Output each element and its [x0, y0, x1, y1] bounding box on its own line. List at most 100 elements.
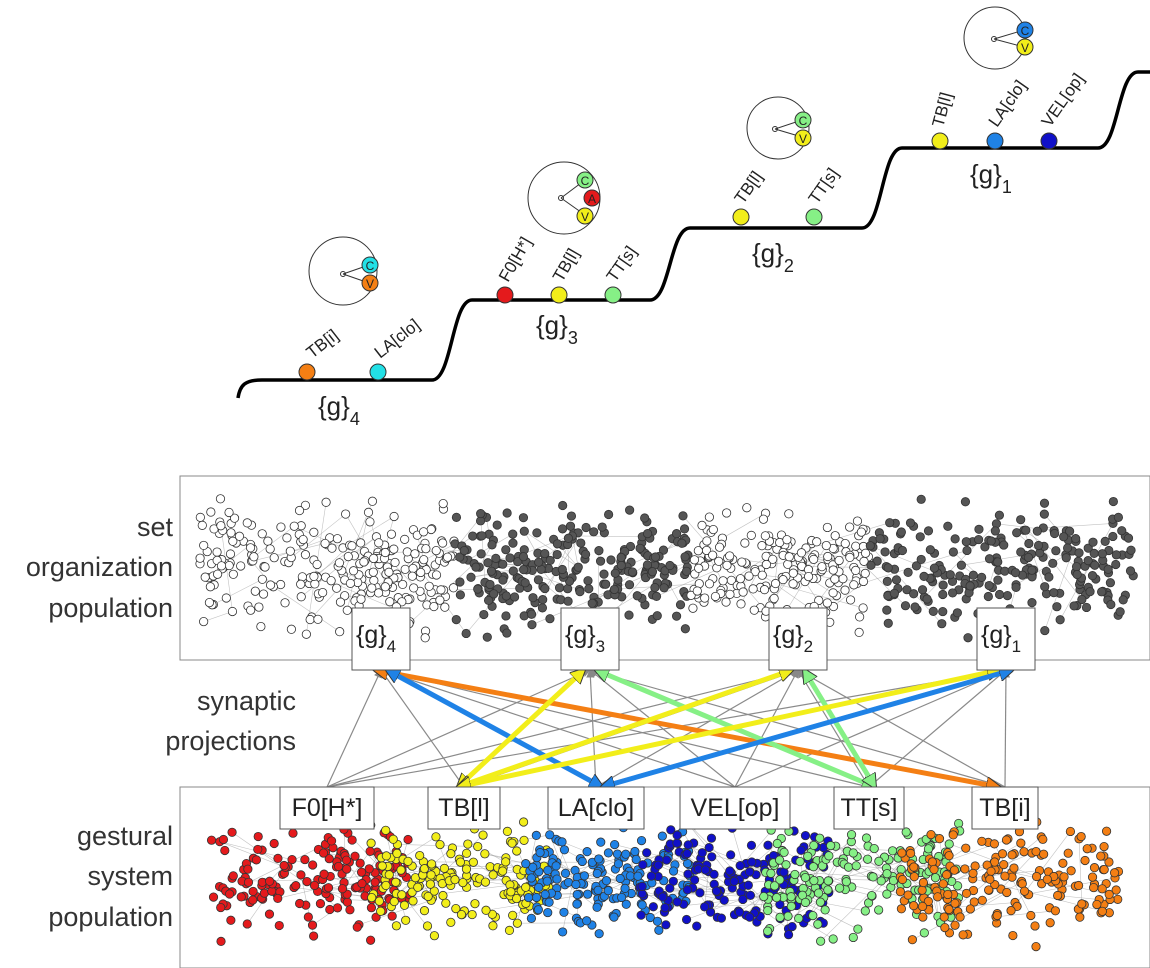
- network-edge: [524, 530, 579, 568]
- network-node: [258, 589, 269, 599]
- network-node: [592, 868, 602, 879]
- network-node: [1105, 578, 1116, 588]
- network-node: [1117, 526, 1127, 536]
- network-node: [700, 865, 711, 875]
- network-node: [543, 907, 553, 918]
- network-node: [822, 598, 832, 608]
- network-node: [746, 530, 756, 540]
- network-node: [922, 594, 932, 604]
- network-node: [371, 912, 381, 922]
- svg-text:C: C: [366, 259, 375, 273]
- network-node: [482, 632, 492, 642]
- network-node: [582, 847, 592, 857]
- gesture-label: TT[s]: [603, 243, 641, 286]
- network-node: [441, 898, 451, 908]
- network-node: [704, 842, 714, 853]
- network-node: [604, 509, 614, 520]
- network-node: [929, 563, 940, 573]
- network-node: [986, 866, 996, 876]
- network-node: [1001, 835, 1012, 845]
- network-node: [823, 551, 833, 562]
- network-node: [212, 569, 223, 579]
- network-node: [501, 545, 511, 555]
- network-edge: [540, 569, 569, 602]
- network-node: [498, 559, 508, 569]
- network-node: [508, 910, 518, 920]
- network-node: [845, 552, 855, 563]
- network-node: [636, 910, 646, 920]
- network-node: [719, 895, 729, 905]
- network-node: [1097, 906, 1107, 916]
- network-node: [933, 892, 943, 902]
- network-node: [944, 839, 954, 849]
- network-node: [883, 618, 893, 628]
- network-node: [384, 567, 394, 577]
- network-node: [658, 545, 669, 555]
- network-node: [341, 855, 352, 865]
- network-node: [783, 911, 793, 921]
- network-node: [208, 892, 219, 902]
- network-node: [583, 576, 593, 586]
- gesture-node: [805, 208, 823, 226]
- network-node: [535, 848, 545, 858]
- network-node: [566, 511, 577, 521]
- network-node: [858, 603, 868, 613]
- gesture-label: F0[H*]: [495, 234, 536, 285]
- network-node: [919, 928, 929, 938]
- gesture-label: TB[l]: [929, 90, 956, 129]
- network-node: [1076, 831, 1086, 842]
- network-node: [813, 919, 823, 929]
- network-node: [1045, 918, 1055, 928]
- network-node: [1077, 594, 1087, 605]
- network-node: [309, 931, 319, 941]
- network-node: [855, 612, 865, 622]
- network-node: [923, 526, 934, 536]
- network-node: [374, 538, 384, 548]
- network-node: [993, 575, 1003, 585]
- network-node: [790, 869, 800, 880]
- network-node: [572, 889, 582, 900]
- network-node: [911, 561, 922, 571]
- network-node: [429, 601, 439, 612]
- svg-text:VEL[op]: VEL[op]: [691, 794, 780, 822]
- network-node: [431, 546, 441, 556]
- network-edge: [704, 871, 709, 907]
- network-node: [327, 543, 337, 553]
- network-node: [948, 830, 958, 840]
- network-node: [745, 912, 755, 922]
- network-node: [648, 902, 658, 912]
- network-node: [1000, 566, 1010, 576]
- network-node: [224, 889, 235, 899]
- network-node: [938, 606, 948, 617]
- network-node: [672, 830, 682, 840]
- network-node: [745, 890, 756, 900]
- network-node: [1031, 942, 1041, 952]
- network-node: [984, 580, 994, 591]
- network-node: [736, 599, 746, 609]
- network-node: [552, 549, 562, 560]
- network-node: [557, 564, 567, 575]
- gesture-node: [550, 286, 568, 304]
- cv-icon: C V: [308, 236, 379, 306]
- network-node: [381, 825, 391, 835]
- network-node: [1074, 548, 1084, 558]
- network-node: [250, 586, 260, 596]
- network-node: [1052, 602, 1062, 612]
- network-node: [681, 914, 692, 925]
- network-node: [863, 854, 873, 864]
- network-node: [1087, 571, 1098, 581]
- network-node: [365, 517, 375, 527]
- network-node: [1059, 872, 1069, 882]
- projection-arrow: [387, 667, 602, 790]
- network-node: [1019, 886, 1030, 896]
- network-node: [1113, 894, 1123, 904]
- gesture-label: LA[clo]: [371, 315, 424, 362]
- network-node: [1118, 595, 1128, 605]
- network-node: [455, 577, 465, 587]
- network-node: [814, 595, 824, 606]
- network-node: [582, 916, 592, 926]
- network-node: [402, 547, 412, 557]
- network-node: [439, 863, 450, 873]
- network-node: [1097, 549, 1107, 559]
- network-node: [1126, 545, 1136, 555]
